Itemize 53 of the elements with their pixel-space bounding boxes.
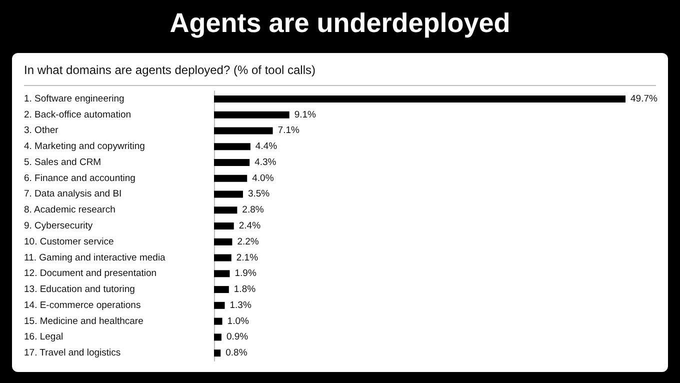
y-tick-label: 9. Cybersecurity — [24, 220, 93, 232]
y-tick-label: 4. Marketing and copywriting — [24, 141, 145, 152]
data-label: 2.1% — [236, 252, 259, 264]
bar — [214, 158, 250, 166]
chart-title: Agents are underdeployed — [168, 8, 512, 39]
bar — [214, 222, 234, 230]
data-label: 1.9% — [234, 268, 257, 280]
y-tick-label: 16. Legal — [24, 332, 64, 343]
y-tick-label: 7. Data analysis and BI — [24, 188, 122, 200]
data-label: 7.1% — [278, 125, 300, 136]
y-tick-label: 13. Education and tutoring — [24, 284, 135, 296]
bar — [214, 318, 222, 325]
data-label: 4.4% — [255, 141, 278, 152]
bar — [214, 190, 243, 198]
bar — [214, 174, 248, 182]
y-tick-label: 8. Academic research — [24, 204, 116, 216]
bar — [214, 286, 229, 294]
y-tick-label: 12. Document and presentation — [24, 268, 157, 280]
y-tick-label: 11. Gaming and interactive media — [24, 252, 166, 264]
chart-subtitle: In what domains are agents deployed? (% of tool calls) — [24, 63, 656, 86]
bar — [214, 111, 290, 118]
data-label: 9.1% — [294, 109, 317, 120]
bar — [214, 270, 230, 278]
bar — [214, 206, 238, 214]
data-label: 2.4% — [238, 220, 262, 232]
data-label: 2.8% — [242, 204, 264, 216]
y-tick-label: 3. Other — [24, 125, 58, 136]
data-label: 1.8% — [234, 284, 256, 296]
bar — [214, 350, 221, 357]
bar — [214, 302, 225, 309]
y-tick-label: 6. Finance and accounting — [24, 172, 136, 184]
y-tick-label: 10. Customer service — [24, 236, 114, 248]
bar — [214, 95, 626, 102]
data-label: 0.8% — [226, 348, 248, 359]
data-label: 3.5% — [248, 188, 270, 200]
bar — [214, 238, 232, 246]
bar — [214, 143, 250, 150]
data-label: 0.9% — [226, 332, 249, 343]
data-label: 4.0% — [252, 172, 274, 184]
y-tick-label: 15. Medicine and healthcare — [24, 316, 144, 327]
y-tick-label: 5. Sales and CRM — [24, 156, 102, 168]
y-tick-label: 1. Software engineering — [24, 93, 124, 104]
y-tick-label: 17. Travel and logistics — [24, 348, 121, 359]
bar — [214, 127, 273, 134]
data-label: 1.0% — [227, 316, 250, 327]
data-label: 4.3% — [254, 156, 277, 168]
data-label: 2.2% — [237, 236, 260, 248]
bar — [214, 334, 222, 341]
data-label: 1.3% — [230, 300, 252, 311]
y-tick-label: 14. E-commerce operations — [24, 300, 141, 311]
data-label: 49.7% — [630, 93, 658, 104]
y-tick-label: 2. Back-office automation — [24, 109, 132, 120]
bar — [214, 254, 232, 262]
